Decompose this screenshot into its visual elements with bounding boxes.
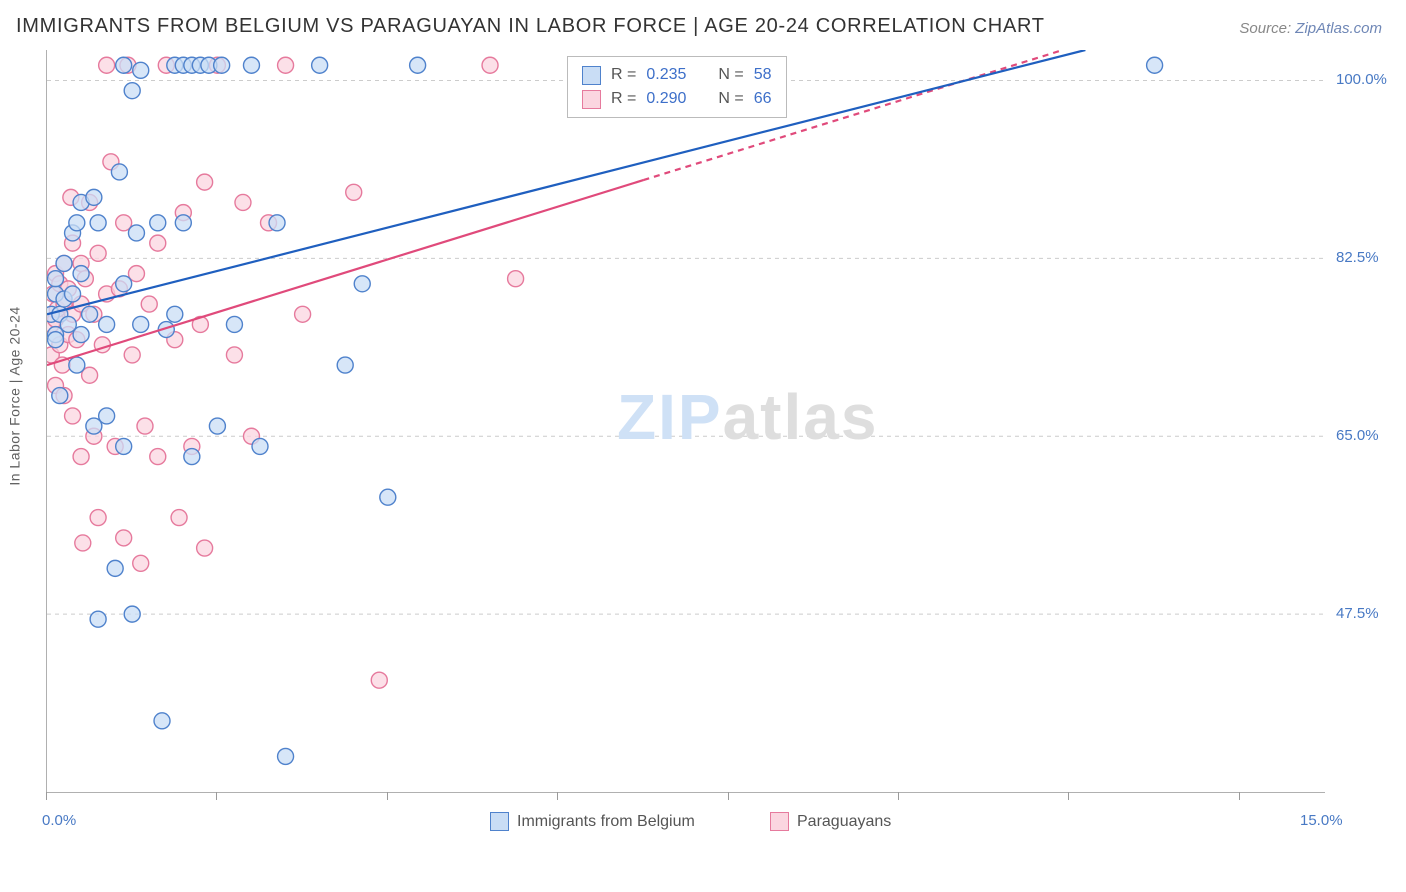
n-label: N = [718,63,743,87]
x-tick [46,792,47,800]
legend-belgium: Immigrants from Belgium [490,812,695,831]
x-tick [557,792,558,800]
r-label: R = [611,63,636,87]
x-axis-min-label: 0.0% [42,812,76,829]
swatch-belgium [582,66,601,85]
swatch-paraguay-icon [770,812,789,831]
legend-paraguay: Paraguayans [770,812,891,831]
x-tick [387,792,388,800]
x-tick [898,792,899,800]
swatch-belgium-icon [490,812,509,831]
y-grid-label: 100.0% [1336,71,1387,88]
r-value-belgium: 0.235 [646,63,686,87]
scatter-plot: ZIPatlas R = 0.235 N = 58 R = 0.290 N = … [46,50,1325,793]
source-credit: Source: ZipAtlas.com [1239,20,1382,37]
plot-svg [47,50,1325,792]
n-label: N = [718,87,743,111]
legend-label-belgium: Immigrants from Belgium [517,813,695,831]
y-grid-label: 47.5% [1336,605,1379,622]
source-label: Source: [1239,20,1295,37]
y-grid-label: 65.0% [1336,427,1379,444]
swatch-paraguay [582,90,601,109]
x-tick [1239,792,1240,800]
y-grid-label: 82.5% [1336,249,1379,266]
chart-title: IMMIGRANTS FROM BELGIUM VS PARAGUAYAN IN… [16,15,1045,38]
n-value-paraguay: 66 [754,87,772,111]
x-tick [216,792,217,800]
y-axis-title: In Labor Force | Age 20-24 [7,306,23,485]
r-label: R = [611,87,636,111]
correlation-row-paraguay: R = 0.290 N = 66 [582,87,772,111]
y-axis-title-wrap: In Labor Force | Age 20-24 [0,0,30,792]
legend-label-paraguay: Paraguayans [797,813,891,831]
source-value: ZipAtlas.com [1295,20,1382,37]
n-value-belgium: 58 [754,63,772,87]
x-axis-max-label: 15.0% [1300,812,1343,829]
correlation-row-belgium: R = 0.235 N = 58 [582,63,772,87]
correlation-legend: R = 0.235 N = 58 R = 0.290 N = 66 [567,56,787,118]
x-tick [1068,792,1069,800]
x-tick [728,792,729,800]
r-value-paraguay: 0.290 [646,87,686,111]
